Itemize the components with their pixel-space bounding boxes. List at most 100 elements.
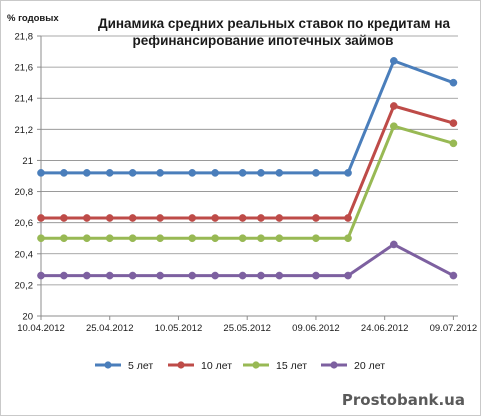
data-point (275, 214, 284, 222)
y-tick-label: 21,4 (15, 94, 34, 105)
series-line (41, 124, 454, 240)
series-2 (37, 102, 458, 222)
legend-item: 15 лет (243, 360, 307, 372)
data-point (449, 139, 458, 148)
x-tick-label: 25.05.2012 (223, 323, 271, 334)
legend-swatch-marker (252, 361, 260, 369)
x-tick-label: 09.07.2012 (430, 323, 478, 334)
data-point (344, 271, 352, 280)
legend-label: 15 лет (276, 360, 307, 372)
data-point (389, 122, 398, 131)
data-point (82, 271, 91, 280)
data-point (312, 234, 320, 243)
data-point (188, 214, 197, 222)
data-point (211, 169, 219, 177)
data-point (60, 214, 68, 222)
data-point (37, 234, 45, 243)
x-tick-label: 24.06.2012 (361, 323, 409, 334)
x-tick-labels: 10.04.2012 25.04.2012 10.05.2012 25.05.2012… (17, 323, 477, 334)
data-point (128, 234, 137, 243)
data-point (128, 169, 137, 177)
data-point (449, 119, 458, 127)
data-point (188, 169, 197, 177)
data-point (257, 169, 265, 177)
series-line (41, 59, 454, 175)
series-lines (37, 57, 458, 280)
data-point (60, 169, 68, 177)
data-point (37, 169, 45, 177)
data-point (211, 234, 219, 243)
legend-item: 10 лет (168, 360, 232, 372)
y-tick-label: 20,6 (15, 218, 34, 229)
data-point (344, 169, 352, 177)
y-axis-label: % годовых (7, 13, 59, 24)
data-point (312, 169, 320, 177)
series-3 (37, 122, 458, 243)
data-point (312, 214, 320, 222)
data-point (257, 271, 265, 280)
data-point (105, 234, 114, 243)
y-tick-label: 21 (22, 156, 33, 167)
data-point (105, 271, 114, 280)
data-point (312, 271, 320, 280)
legend-swatch-marker (177, 361, 185, 369)
data-point (37, 271, 45, 280)
y-tick-label: 20,4 (15, 249, 34, 260)
data-point (389, 102, 398, 110)
legend-swatch-marker (104, 361, 112, 369)
data-point (128, 214, 137, 222)
chart-title-line-2: рефинансирование ипотечных займов (133, 33, 394, 48)
x-tick-label: 10.04.2012 (17, 323, 65, 334)
data-point (105, 214, 114, 222)
legend-item: 20 лет (321, 360, 385, 372)
watermark: Prostobank.ua (342, 391, 465, 409)
legend-swatch-marker (330, 361, 338, 369)
x-tick-label: 09.06.2012 (292, 323, 340, 334)
data-point (128, 271, 137, 280)
y-tick-label: 20,2 (15, 280, 34, 291)
data-point (188, 234, 197, 243)
series-4 (37, 240, 458, 280)
y-tick-label: 20 (22, 312, 33, 323)
data-point (156, 271, 164, 280)
data-point (156, 234, 164, 243)
data-point (238, 271, 247, 280)
data-point (238, 234, 247, 243)
data-point (449, 78, 458, 87)
data-point (257, 234, 265, 243)
legend-item: 5 лет (95, 360, 153, 372)
data-point (37, 214, 45, 222)
data-point (344, 214, 352, 222)
data-point (389, 57, 398, 65)
x-tick-label: 10.05.2012 (155, 323, 203, 334)
data-point (60, 271, 68, 280)
data-point (238, 214, 247, 222)
y-tick-label: 21,8 (15, 32, 34, 43)
data-point (238, 169, 247, 177)
data-point (449, 271, 458, 280)
chart-title-line-1: Динамика средних реальных ставок по кред… (98, 16, 451, 31)
y-tick-label: 20,8 (15, 187, 34, 198)
data-point (188, 271, 197, 280)
legend-label: 5 лет (128, 360, 153, 372)
x-tick-label: 25.04.2012 (86, 323, 134, 334)
data-point (82, 214, 91, 222)
data-point (60, 234, 68, 243)
data-point (344, 234, 352, 243)
data-point (82, 234, 91, 243)
axes (37, 35, 458, 320)
series-1 (37, 57, 458, 177)
data-point (257, 214, 265, 222)
y-tick-labels: 20 20,2 20,4 20,6 20,8 21 21,2 21,4 21,6 21,8 (15, 32, 34, 323)
data-point (156, 169, 164, 177)
legend: 5 лет 10 лет 15 лет 20 лет (95, 360, 385, 372)
series-line (41, 104, 454, 220)
legend-label: 10 лет (201, 360, 232, 372)
y-tick-label: 21,6 (15, 63, 34, 74)
data-point (275, 234, 284, 243)
data-point (211, 214, 219, 222)
data-point (211, 271, 219, 280)
series-line (41, 242, 455, 278)
